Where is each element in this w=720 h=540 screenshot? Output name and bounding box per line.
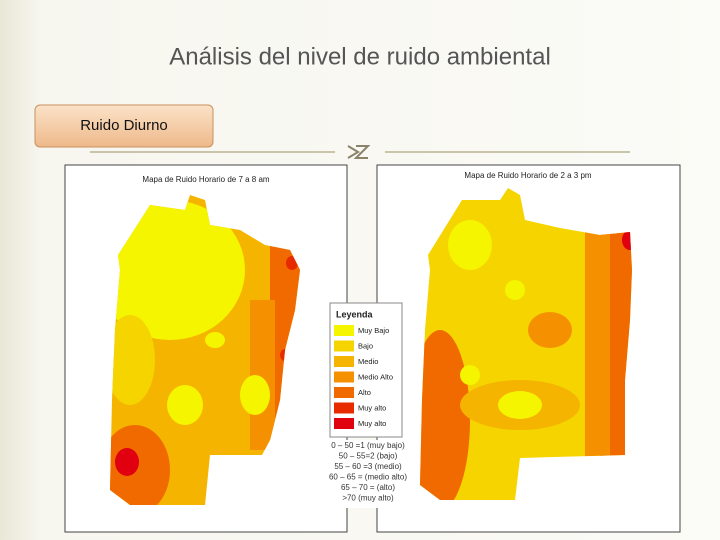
legend-label: Muy alto — [358, 403, 386, 412]
legend-swatch — [334, 387, 354, 398]
legend-swatch — [334, 402, 354, 414]
ruido-button[interactable] — [34, 104, 214, 148]
legend-label: Muy alto — [358, 419, 386, 428]
legend-note: 0 – 50 =1 (muy bajo) — [331, 441, 405, 450]
map-title: Mapa de Ruido Horario de 7 a 8 am — [142, 175, 270, 184]
legend-label: Alto — [358, 388, 371, 397]
legend-note: 50 – 55=2 (bajo) — [339, 452, 398, 461]
legend-label: Bajo — [358, 341, 373, 350]
legend-label: Medio Alto — [358, 372, 393, 381]
legend-note: 60 – 65 = (medio alto) — [329, 473, 407, 482]
button-label[interactable]: Ruido Diurno — [80, 117, 168, 134]
legend-label: Muy Bajo — [358, 326, 389, 335]
legend-box — [329, 302, 403, 438]
legend-note: >70 (muy alto) — [342, 494, 394, 503]
legend-swatch — [334, 356, 354, 367]
slide-title: Análisis del nivel de ruido ambiental — [169, 43, 551, 70]
notes-box — [325, 440, 412, 508]
legend-label: Medio — [358, 357, 378, 366]
noise-map — [420, 188, 632, 500]
map-title: Mapa de Ruido Horario de 2 a 3 pm — [464, 171, 592, 180]
legend-swatch — [334, 418, 354, 429]
legend-swatch — [334, 340, 354, 352]
legend-note: 55 – 60 =3 (medio) — [334, 462, 402, 471]
legend-title: Leyenda — [336, 309, 374, 319]
legend-swatch — [334, 371, 354, 383]
divider-ornament — [347, 145, 371, 159]
legend-swatch — [334, 325, 354, 336]
legend-note: 65 – 70 = (alto) — [341, 483, 395, 492]
